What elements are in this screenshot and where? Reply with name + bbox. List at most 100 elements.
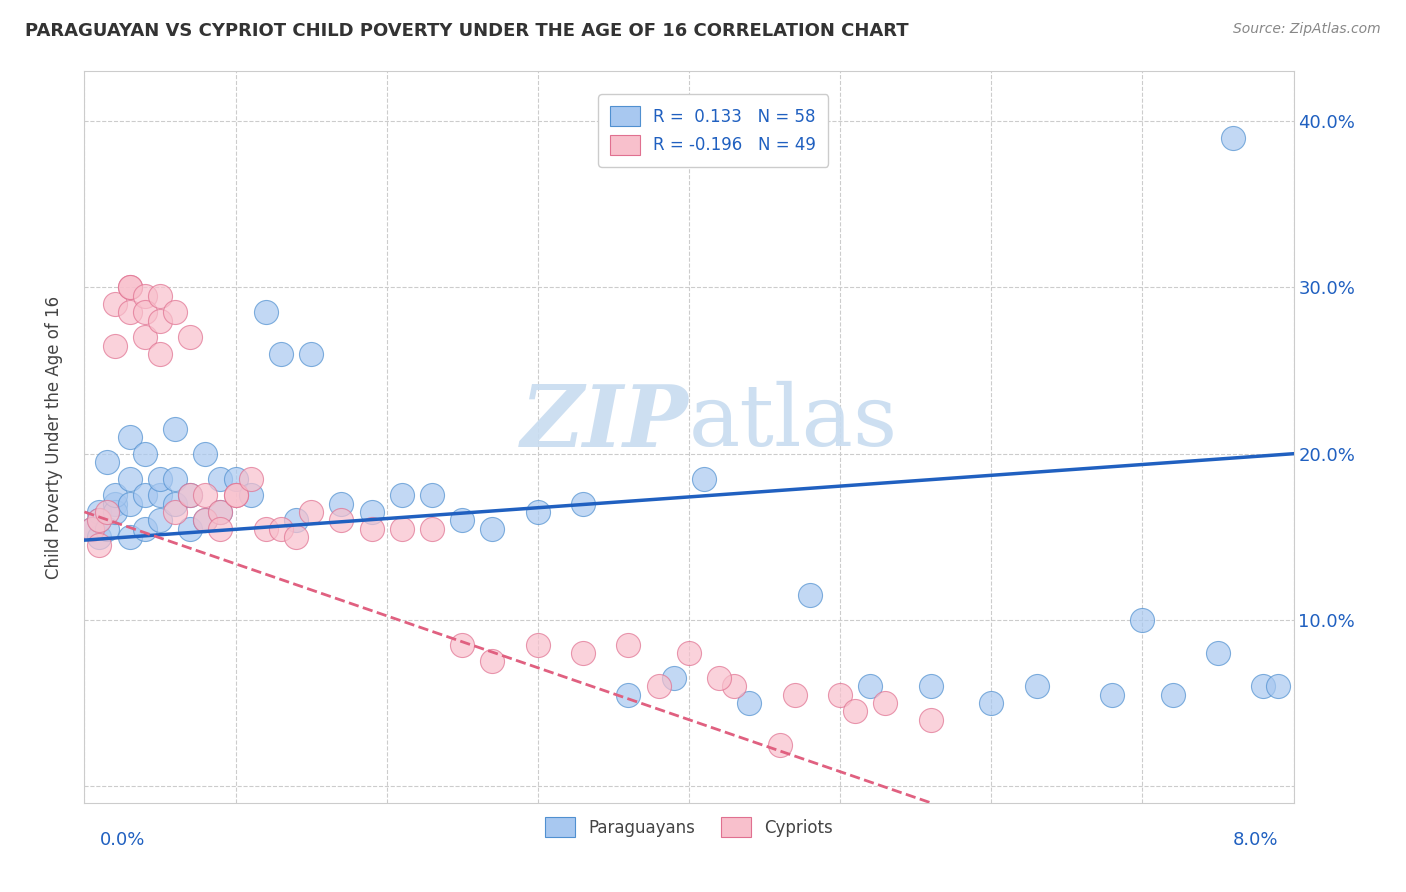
Point	[1206, 646, 1229, 660]
Point	[299, 505, 322, 519]
Text: Source: ZipAtlas.com: Source: ZipAtlas.com	[1233, 22, 1381, 37]
Point	[769, 738, 792, 752]
Point	[134, 289, 156, 303]
Point	[104, 497, 127, 511]
Point	[89, 513, 111, 527]
Point	[149, 314, 172, 328]
Point	[118, 280, 141, 294]
Point	[844, 705, 866, 719]
Point	[89, 538, 111, 552]
Point	[270, 521, 292, 535]
Point	[1253, 680, 1275, 694]
Point	[104, 297, 127, 311]
Point	[80, 521, 103, 535]
Point	[330, 497, 353, 511]
Point	[239, 472, 262, 486]
Point	[104, 505, 127, 519]
Point	[104, 488, 127, 502]
Point	[149, 347, 172, 361]
Point	[118, 472, 141, 486]
Point	[239, 488, 262, 502]
Point	[118, 497, 141, 511]
Point	[165, 472, 187, 486]
Point	[194, 513, 217, 527]
Point	[799, 588, 821, 602]
Point	[830, 688, 852, 702]
Point	[254, 305, 277, 319]
Point	[179, 488, 201, 502]
Point	[920, 713, 942, 727]
Point	[165, 497, 187, 511]
Point	[572, 497, 595, 511]
Point	[662, 671, 685, 685]
Point	[96, 505, 118, 519]
Point	[80, 521, 103, 535]
Point	[89, 505, 111, 519]
Point	[225, 488, 247, 502]
Point	[420, 488, 443, 502]
Point	[299, 347, 322, 361]
Point	[481, 521, 503, 535]
Point	[859, 680, 882, 694]
Point	[285, 513, 308, 527]
Text: ZIP: ZIP	[522, 381, 689, 464]
Point	[134, 447, 156, 461]
Point	[165, 305, 187, 319]
Point	[678, 646, 700, 660]
Text: PARAGUAYAN VS CYPRIOT CHILD POVERTY UNDER THE AGE OF 16 CORRELATION CHART: PARAGUAYAN VS CYPRIOT CHILD POVERTY UNDE…	[25, 22, 908, 40]
Point	[149, 488, 172, 502]
Point	[89, 530, 111, 544]
Point	[194, 488, 217, 502]
Point	[118, 305, 141, 319]
Point	[572, 646, 595, 660]
Point	[118, 280, 141, 294]
Point	[96, 521, 118, 535]
Point	[134, 521, 156, 535]
Point	[481, 655, 503, 669]
Point	[225, 488, 247, 502]
Point	[89, 513, 111, 527]
Point	[285, 530, 308, 544]
Point	[723, 680, 745, 694]
Point	[420, 521, 443, 535]
Point	[149, 472, 172, 486]
Point	[920, 680, 942, 694]
Point	[254, 521, 277, 535]
Point	[96, 455, 118, 469]
Point	[209, 505, 232, 519]
Point	[693, 472, 716, 486]
Text: atlas: atlas	[689, 381, 898, 464]
Point	[194, 513, 217, 527]
Text: 0.0%: 0.0%	[100, 830, 145, 848]
Point	[179, 330, 201, 344]
Point	[270, 347, 292, 361]
Point	[149, 513, 172, 527]
Point	[391, 488, 413, 502]
Point	[209, 472, 232, 486]
Point	[451, 638, 474, 652]
Point	[179, 521, 201, 535]
Point	[360, 505, 382, 519]
Point	[118, 530, 141, 544]
Point	[783, 688, 806, 702]
Point	[194, 447, 217, 461]
Point	[738, 696, 761, 710]
Point	[527, 505, 550, 519]
Point	[134, 305, 156, 319]
Point	[527, 638, 550, 652]
Point	[134, 330, 156, 344]
Point	[980, 696, 1002, 710]
Point	[118, 430, 141, 444]
Point	[617, 688, 640, 702]
Point	[360, 521, 382, 535]
Point	[165, 505, 187, 519]
Point	[617, 638, 640, 652]
Point	[1267, 680, 1289, 694]
Point	[330, 513, 353, 527]
Point	[134, 488, 156, 502]
Point	[1101, 688, 1123, 702]
Point	[225, 472, 247, 486]
Point	[1025, 680, 1047, 694]
Point	[179, 488, 201, 502]
Text: 8.0%: 8.0%	[1233, 830, 1278, 848]
